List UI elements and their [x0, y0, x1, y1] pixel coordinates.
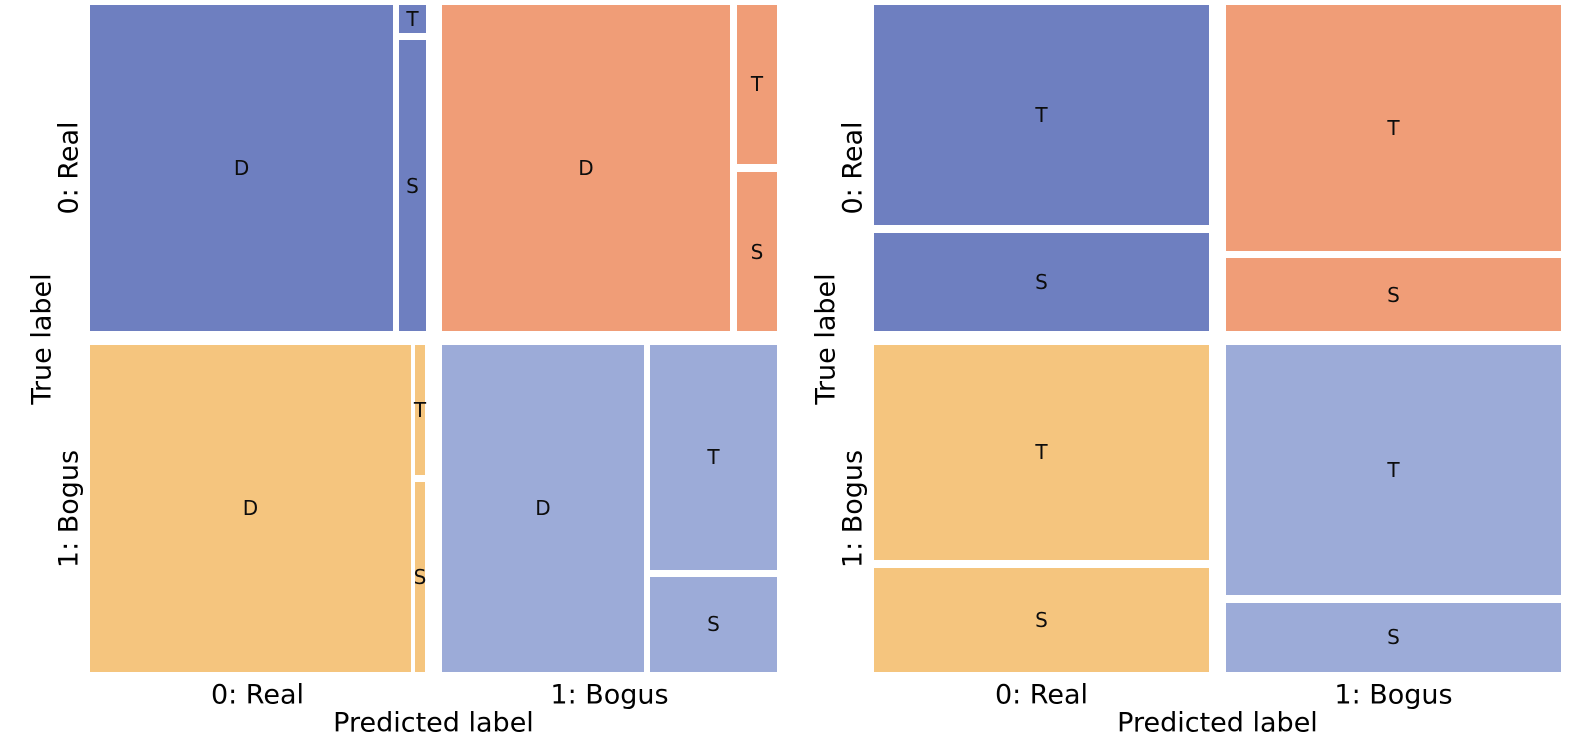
mosaic-segment-S: S [649, 576, 777, 672]
y-tick-label: 1: Bogus [837, 449, 869, 568]
x-axis-label: Predicted label [333, 707, 534, 739]
segment-label: S [413, 564, 427, 589]
segment-label: D [535, 496, 551, 521]
y-axis-label: True label [26, 272, 58, 405]
segment-label: S [707, 612, 720, 637]
quadrant-true-0Real-pred-1Bogus: D T S [442, 5, 777, 332]
mosaic-segment-T: T [874, 344, 1209, 560]
y-tick-label: 1: Bogus [53, 449, 85, 568]
mosaic-segment-S: S [1226, 258, 1561, 331]
mosaic-segment-T: T [736, 5, 777, 164]
x-axis-label: Predicted label [1117, 707, 1318, 739]
y-tick-label: 0: Real [53, 121, 85, 215]
segment-label: T [750, 72, 764, 97]
segment-label: T [1035, 102, 1048, 127]
mosaic-segment-T: T [413, 344, 427, 475]
mosaic-segment-T: T [649, 344, 777, 570]
mosaic-segment-T: T [398, 5, 426, 33]
segment-label: S [750, 239, 764, 264]
mosaic-segment-D: D [90, 344, 411, 672]
x-tick-label: 1: Bogus [550, 679, 669, 711]
mosaic-segment-T: T [1226, 5, 1561, 251]
segment-label: T [406, 7, 419, 31]
segment-label: D [242, 496, 259, 521]
mosaic-segment-T: T [1226, 344, 1561, 595]
segment-label: S [1387, 282, 1400, 307]
mosaic-segment-S: S [736, 172, 777, 331]
x-tick-label: 0: Real [210, 679, 305, 711]
segment-label: D [233, 156, 250, 180]
y-axis-label: True label [810, 272, 842, 405]
segment-label: T [1035, 440, 1048, 465]
segment-label: S [406, 173, 419, 198]
quadrant-true-1Bogus-pred-1Bogus: D T S [442, 344, 777, 672]
segment-label: S [1035, 607, 1048, 632]
mosaic-segment-S: S [398, 40, 426, 331]
x-tick-label: 0: Real [994, 679, 1089, 711]
mosaic-segment-T: T [874, 5, 1209, 225]
left-mosaic: D T S D T S D T S D T S [90, 5, 777, 672]
segment-label: T [413, 397, 427, 422]
mosaic-segment-S: S [874, 567, 1209, 672]
mosaic-segment-D: D [442, 344, 644, 672]
mosaic-segment-S: S [1226, 602, 1561, 672]
mosaic-segment-D: D [90, 5, 394, 332]
mosaic-segment-S: S [413, 481, 427, 672]
y-tick-label: 0: Real [837, 121, 869, 215]
segment-label: T [1387, 116, 1400, 140]
segment-label: T [1387, 457, 1400, 482]
quadrant-true-1Bogus-pred-0Real: D T S [90, 344, 427, 672]
segment-label: S [1387, 625, 1400, 650]
segment-label: T [707, 445, 720, 470]
quadrant-true-0Real-pred-0Real: D T S [90, 5, 426, 332]
mosaic-segment-D: D [442, 5, 730, 332]
x-tick-label: 1: Bogus [1334, 679, 1453, 711]
segment-label: S [1035, 270, 1048, 294]
mosaic-segment-S: S [874, 233, 1209, 331]
segment-label: D [578, 156, 594, 180]
